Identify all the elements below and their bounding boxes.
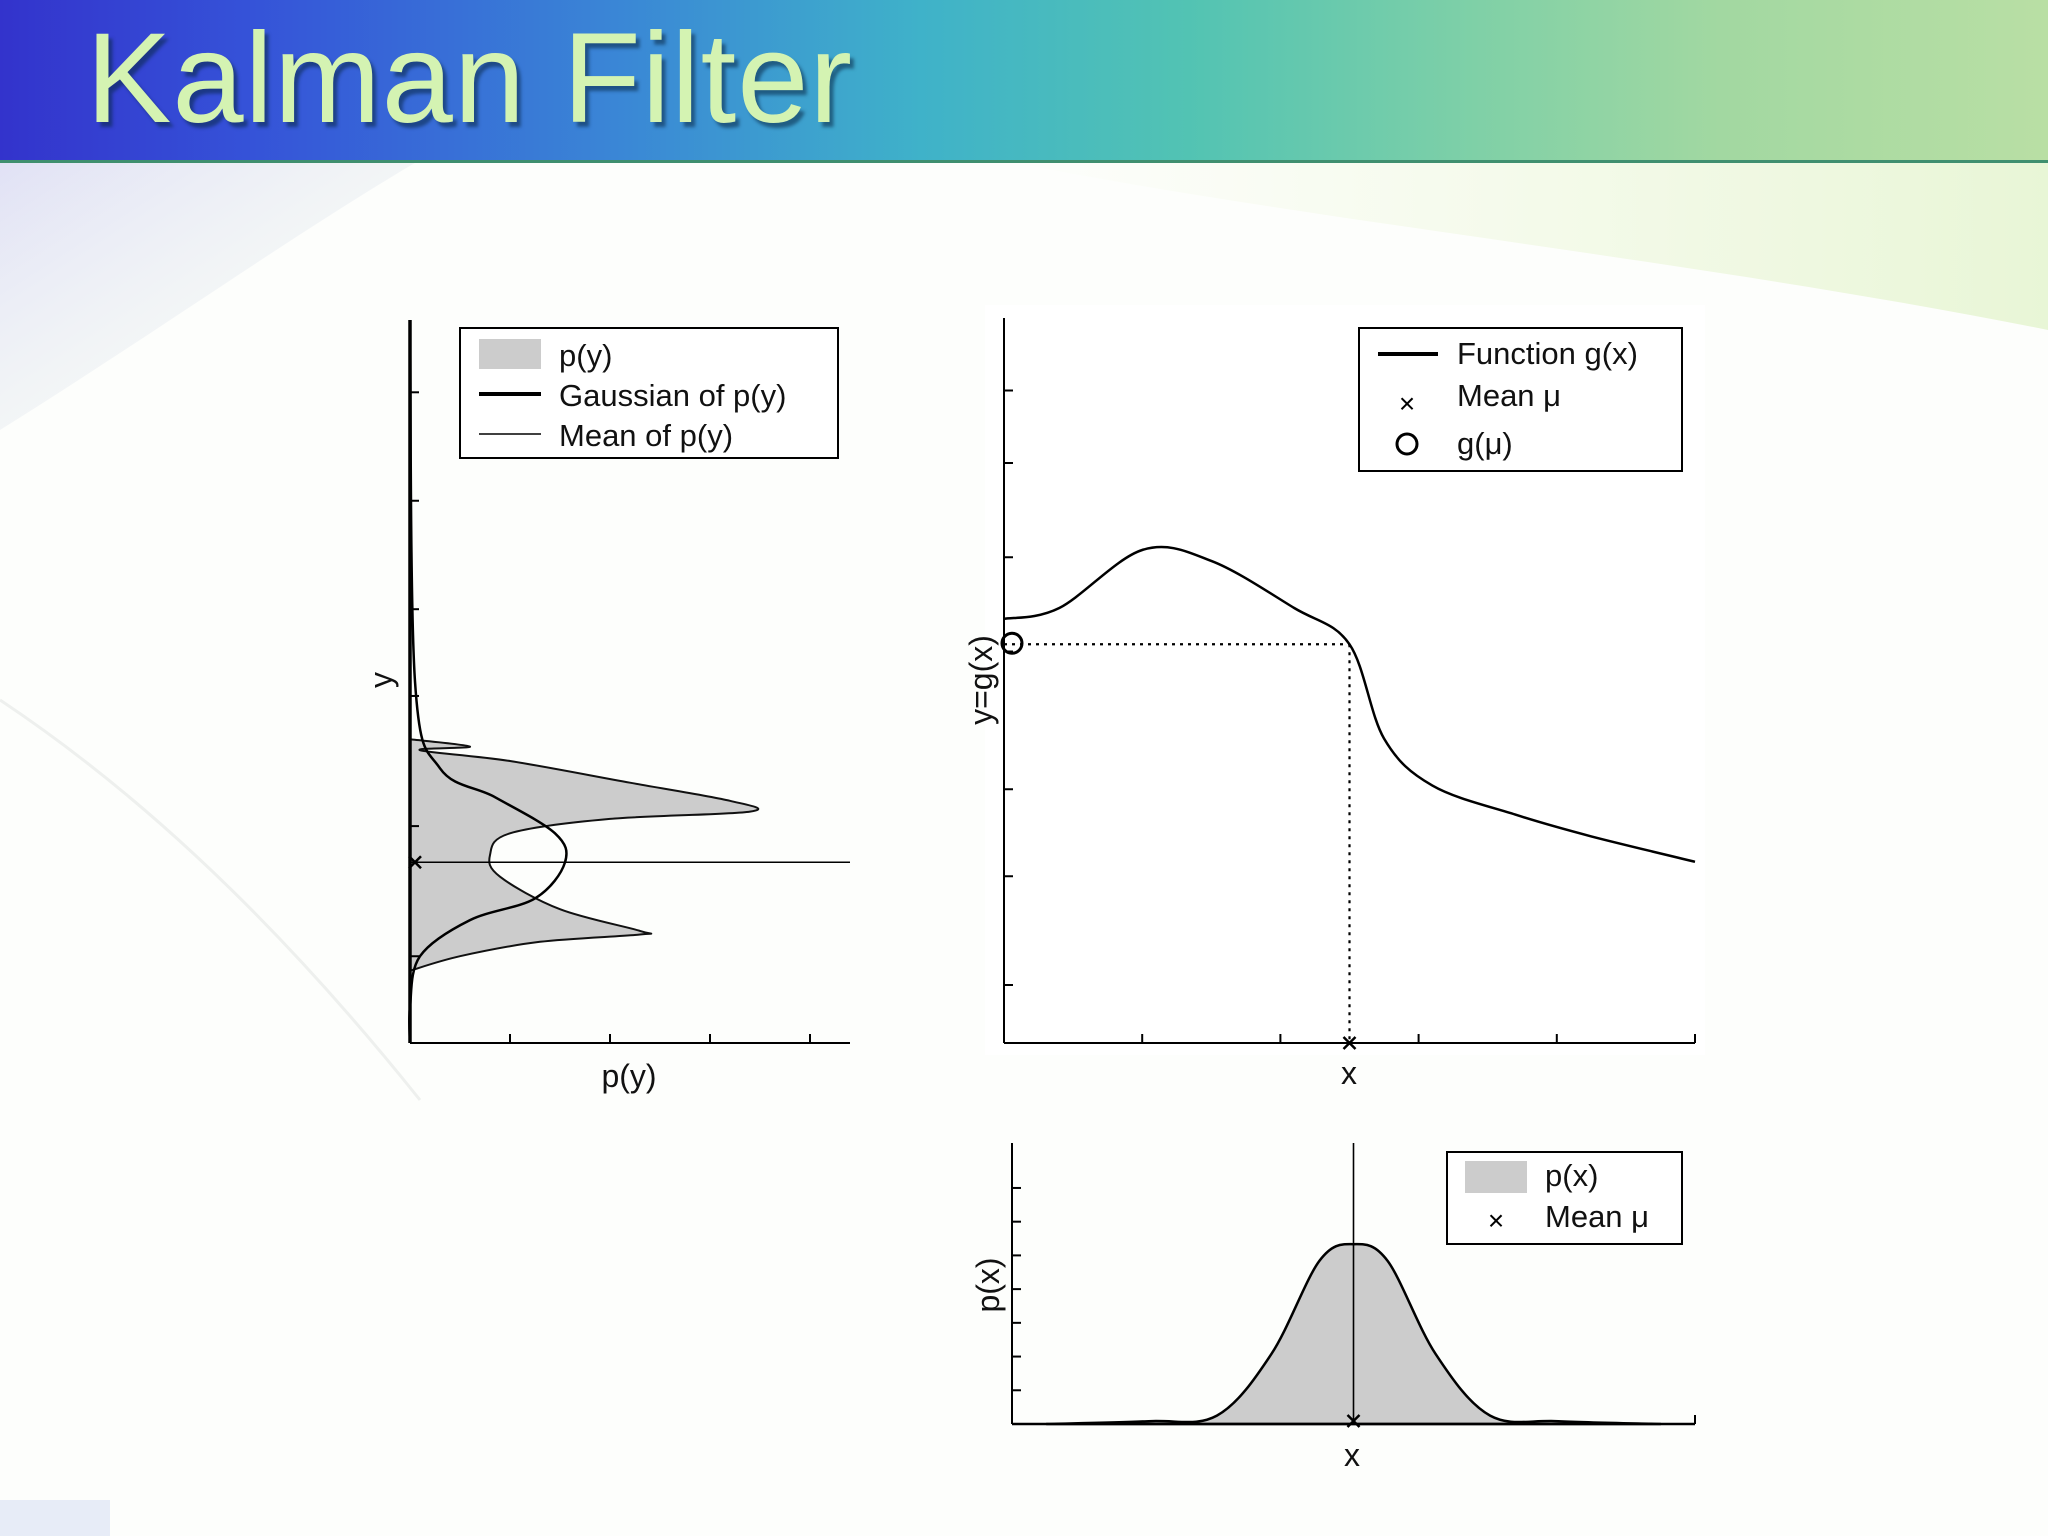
gx-legend-label-function: Function g(x)	[1457, 336, 1638, 371]
py-legend-label-gaussian: Gaussian of p(y)	[559, 378, 786, 413]
py-mean-x-mark	[408, 855, 422, 870]
px-legend-label-mean: Mean μ	[1545, 1199, 1649, 1234]
slide-header-banner: Kalman Filter	[0, 0, 2048, 163]
gx-function-curve	[1003, 545, 1696, 864]
gx-markers	[1000, 631, 1357, 1050]
gx-legend-swatch-mean: ×	[1399, 388, 1415, 419]
chart-py: p(y) y p(y) Gaussian of p(y) Mean of p(y…	[363, 319, 850, 1094]
slide-title: Kalman Filter	[86, 7, 853, 150]
px-mean-x-mark	[1346, 1414, 1361, 1428]
chart-gx: x y=g(x) × Function g(x) Mean μ g(μ)	[963, 318, 1696, 1091]
py-density-area	[409, 738, 760, 973]
gx-x-axis-label: x	[1341, 1055, 1357, 1091]
px-mean-marker	[1346, 1414, 1361, 1428]
px-legend-label-px: p(x)	[1545, 1158, 1598, 1193]
chart-px: x p(x) × p(x) Mean μ	[970, 1143, 1696, 1473]
py-mean-marker	[408, 855, 422, 870]
px-y-axis-label: p(x)	[970, 1257, 1006, 1312]
px-axes	[1011, 1143, 1696, 1426]
px-x-axis-label: x	[1344, 1437, 1360, 1473]
px-legend: × p(x) Mean μ	[1446, 1151, 1683, 1245]
py-legend-swatch-area	[479, 339, 541, 369]
py-gaussian-curve	[408, 319, 568, 1044]
gx-gmu-circle	[1000, 631, 1024, 655]
py-legend-label-py: p(y)	[559, 338, 612, 373]
py-x-axis-label: p(y)	[601, 1058, 656, 1094]
py-y-axis-label: y	[363, 672, 399, 688]
px-legend-swatch-area	[1465, 1161, 1527, 1193]
gx-legend-label-gmu: g(μ)	[1457, 426, 1513, 461]
gx-mean-x-mark	[1342, 1036, 1357, 1050]
py-legend: p(y) Gaussian of p(y) Mean of p(y)	[459, 327, 839, 459]
gx-legend: × Function g(x) Mean μ g(μ)	[1358, 327, 1683, 472]
py-legend-label-mean: Mean of p(y)	[559, 418, 733, 453]
gx-legend-box	[1358, 327, 1683, 472]
gx-legend-swatch-gmu	[1395, 432, 1419, 456]
px-legend-swatch-mean: ×	[1488, 1205, 1504, 1236]
gx-y-axis-label: y=g(x)	[963, 635, 999, 725]
gx-legend-label-mean: Mean μ	[1457, 378, 1561, 413]
py-axes	[408, 320, 850, 1044]
gx-dotted-guides	[1004, 643, 1351, 1043]
